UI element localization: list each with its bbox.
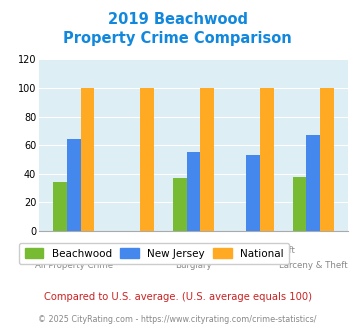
Bar — [53, 182, 67, 231]
Text: Burglary: Burglary — [175, 261, 212, 270]
Bar — [260, 88, 274, 231]
Bar — [187, 152, 200, 231]
Text: © 2025 CityRating.com - https://www.cityrating.com/crime-statistics/: © 2025 CityRating.com - https://www.city… — [38, 315, 317, 324]
Bar — [173, 178, 187, 231]
Text: Arson: Arson — [121, 247, 146, 255]
Text: 2019 Beachwood: 2019 Beachwood — [108, 12, 247, 26]
Bar — [293, 177, 306, 231]
Bar — [67, 140, 81, 231]
Text: Motor Vehicle Theft: Motor Vehicle Theft — [212, 247, 295, 255]
Text: Property Crime Comparison: Property Crime Comparison — [63, 31, 292, 46]
Bar — [200, 88, 214, 231]
Text: Larceny & Theft: Larceny & Theft — [279, 261, 348, 270]
Bar — [81, 88, 94, 231]
Bar — [141, 88, 154, 231]
Bar — [320, 88, 334, 231]
Text: Compared to U.S. average. (U.S. average equals 100): Compared to U.S. average. (U.S. average … — [44, 292, 311, 302]
Bar — [306, 135, 320, 231]
Legend: Beachwood, New Jersey, National: Beachwood, New Jersey, National — [20, 243, 289, 264]
Bar — [246, 155, 260, 231]
Text: All Property Crime: All Property Crime — [35, 261, 113, 270]
